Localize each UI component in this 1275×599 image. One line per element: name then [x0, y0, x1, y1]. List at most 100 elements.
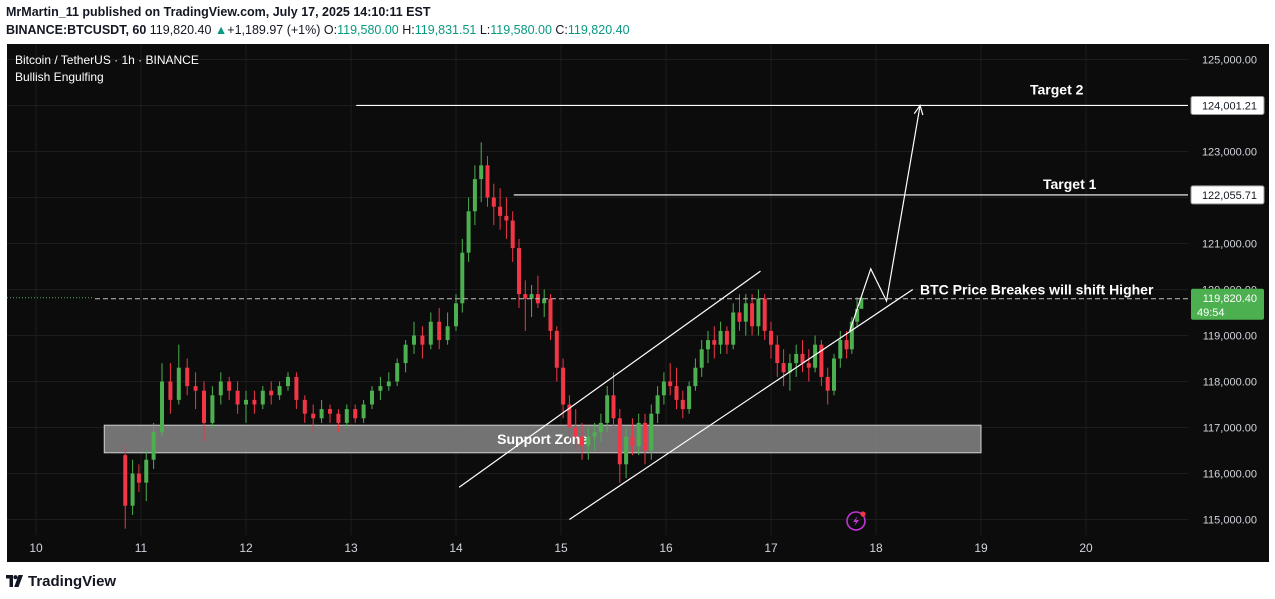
- candle-body: [787, 363, 792, 373]
- price-tick-label: 116,000.00: [1203, 469, 1257, 481]
- candle-body: [806, 363, 811, 368]
- candle: [699, 340, 704, 377]
- candle-body: [193, 386, 198, 391]
- last-price-text: 119,820.40: [149, 23, 212, 37]
- candle: [598, 413, 603, 442]
- candle: [269, 381, 274, 405]
- candle-body: [561, 367, 566, 405]
- candle: [737, 294, 742, 331]
- chart-panel[interactable]: Support Zone Target 2 Target 1 BTC Price B…: [7, 44, 1269, 562]
- channel-lower-line: [569, 289, 914, 520]
- candle-body: [235, 390, 240, 405]
- candle: [806, 349, 811, 382]
- candle-body: [328, 409, 332, 414]
- candle: [731, 303, 736, 350]
- last-price-tag-box: [1191, 288, 1264, 320]
- symbol-text: BINANCE:BTCUSDT, 60: [6, 23, 147, 37]
- candle: [832, 353, 836, 396]
- projection-path: [849, 105, 921, 332]
- candle-body: [636, 422, 641, 446]
- candle: [151, 422, 156, 469]
- tradingview-logo[interactable]: TradingView: [6, 571, 116, 591]
- candle: [136, 464, 141, 492]
- ohlc-line: BINANCE:BTCUSDT, 60 119,820.40 ▲+1,189.9…: [6, 23, 630, 37]
- candle: [813, 335, 818, 373]
- drawings-layer: Target 2 Target 1 BTC Price Breakes will s…: [7, 81, 1188, 520]
- candle-body: [311, 413, 316, 419]
- lightning-icon[interactable]: [846, 511, 866, 531]
- candle: [655, 386, 660, 423]
- candle-body: [176, 367, 181, 400]
- last-price-tag: 119,820.40: [1203, 293, 1257, 305]
- candle-body: [668, 381, 673, 387]
- chart-legend: Bitcoin / TetherUS · 1h · BINANCE Bullis…: [15, 53, 199, 84]
- candle: [617, 409, 622, 483]
- candle: [445, 312, 450, 345]
- candle: [344, 404, 349, 428]
- time-axis-background: [7, 535, 1269, 562]
- candle-body: [319, 409, 324, 419]
- candle: [144, 450, 149, 502]
- candle-body: [674, 386, 679, 400]
- candle-body: [260, 390, 265, 405]
- candle-body: [617, 418, 622, 465]
- legend-title: Bitcoin / TetherUS · 1h · BINANCE: [15, 53, 199, 67]
- candle: [661, 372, 666, 405]
- candle: [548, 294, 553, 341]
- chart-canvas[interactable]: Support Zone Target 2 Target 1 BTC Price B…: [7, 44, 1269, 562]
- candle-body: [580, 436, 584, 446]
- candle-body: [160, 381, 164, 433]
- candle: [420, 326, 425, 359]
- candle: [743, 294, 748, 336]
- price-tick-label: 121,000.00: [1202, 239, 1257, 251]
- candle: [227, 376, 232, 400]
- candle: [580, 422, 584, 460]
- candle-body: [794, 353, 799, 364]
- candle-body: [491, 197, 496, 207]
- candle: [592, 422, 597, 451]
- candle-body: [724, 330, 729, 345]
- countdown-tag: 49:54: [1197, 307, 1225, 319]
- candle-body: [775, 344, 780, 364]
- candle-body: [302, 399, 307, 414]
- candle: [819, 340, 824, 387]
- candle: [844, 330, 849, 359]
- candle: [680, 390, 685, 419]
- up-arrow-icon: ▲: [214, 23, 228, 37]
- price-tick-label: 115,000.00: [1203, 515, 1257, 527]
- candle-body: [542, 298, 547, 304]
- candle: [674, 367, 679, 410]
- candle: [252, 390, 257, 414]
- candle-body: [825, 376, 830, 391]
- candle-body: [498, 206, 503, 216]
- time-tick-label: 11: [135, 541, 148, 555]
- candle: [485, 156, 490, 207]
- candle: [412, 321, 416, 354]
- candle-body: [151, 432, 156, 460]
- time-axis[interactable]: 10 11 12 13 14 15 16 17 18 19 20: [7, 535, 1269, 562]
- candle: [185, 358, 190, 396]
- candle-body: [743, 303, 748, 322]
- candle-body: [687, 386, 692, 410]
- candle-body: [218, 381, 223, 396]
- projection-arrowhead: [913, 104, 924, 116]
- candle: [386, 372, 391, 391]
- candle-body: [529, 294, 534, 299]
- low-value: 119,580.00: [490, 23, 552, 37]
- candle: [706, 330, 710, 364]
- candle-body: [485, 165, 490, 198]
- candle-body: [294, 376, 299, 400]
- candle-body: [750, 303, 755, 327]
- candle: [123, 445, 128, 529]
- candle: [361, 399, 366, 423]
- candle-body: [412, 335, 416, 345]
- candle: [724, 326, 729, 354]
- candle: [193, 372, 198, 410]
- candle: [176, 344, 181, 405]
- candle: [693, 358, 698, 391]
- candle-body: [844, 340, 849, 350]
- candle: [378, 376, 383, 400]
- candle-body: [286, 376, 290, 387]
- time-tick-label: 18: [869, 541, 883, 555]
- tradingview-logo-icon: [6, 575, 23, 587]
